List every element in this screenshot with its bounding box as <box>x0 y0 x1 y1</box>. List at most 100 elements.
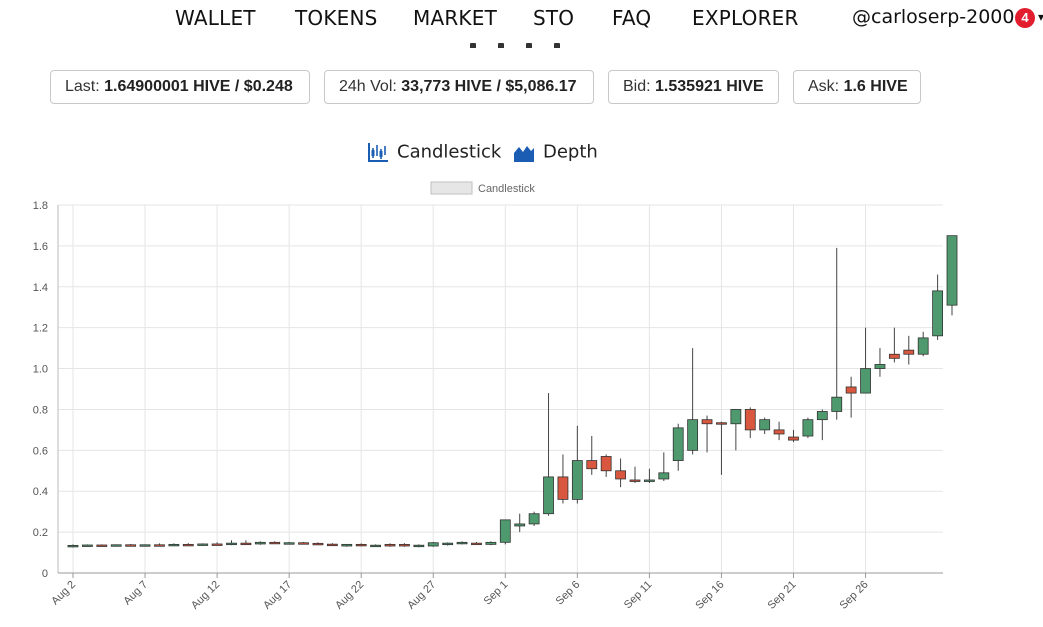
candle-body <box>442 542 454 546</box>
candle[interactable] <box>67 544 79 548</box>
candle[interactable] <box>946 235 958 316</box>
candle[interactable] <box>312 542 324 546</box>
candle[interactable] <box>629 466 641 484</box>
candle[interactable] <box>154 543 165 547</box>
candle[interactable] <box>687 348 699 455</box>
candle[interactable] <box>341 543 353 547</box>
candle[interactable] <box>96 544 108 547</box>
candle[interactable] <box>543 393 554 516</box>
candle[interactable] <box>254 541 266 545</box>
candle[interactable] <box>471 541 482 546</box>
candlestick-mode-button[interactable]: Candlestick <box>367 141 501 167</box>
candle[interactable] <box>903 335 915 365</box>
candle-body <box>658 472 670 480</box>
candle[interactable] <box>139 544 151 547</box>
candle[interactable] <box>82 544 93 547</box>
candle[interactable] <box>110 544 122 547</box>
candle[interactable] <box>413 544 425 548</box>
candle[interactable] <box>182 543 194 547</box>
nav-faq[interactable]: FAQ <box>612 6 652 30</box>
user-account-link[interactable]: @carloserp-2000 <box>852 6 1015 28</box>
y-tick-label: 0.6 <box>33 445 48 457</box>
candlestick-chart: 0 0.2 0.4 0.6 0.8 1.0 1.2 1.4 1.6 1.8 Aug 2 Aug 7 Au… <box>33 181 958 612</box>
candle[interactable] <box>802 417 814 439</box>
candle-body <box>629 479 641 482</box>
chevron-down-icon[interactable]: ▾ <box>1038 10 1043 24</box>
candle[interactable] <box>499 519 511 545</box>
candle-body <box>845 386 857 394</box>
candle[interactable] <box>168 543 180 547</box>
candle[interactable] <box>788 429 799 443</box>
candle[interactable] <box>399 543 410 547</box>
candle-body <box>672 427 684 461</box>
candle[interactable] <box>615 458 626 488</box>
candle[interactable] <box>370 544 382 548</box>
candle[interactable] <box>355 543 367 547</box>
candle[interactable] <box>197 543 209 546</box>
candle[interactable] <box>571 425 583 504</box>
nav-tokens[interactable]: TOKENS <box>295 6 378 30</box>
candle[interactable] <box>831 247 843 420</box>
stat-bid-label: Bid: <box>623 78 651 95</box>
candle-body <box>802 419 814 437</box>
nav-sto[interactable]: STO <box>533 6 575 30</box>
candle[interactable] <box>600 454 612 477</box>
candle[interactable] <box>816 409 828 441</box>
candle[interactable] <box>744 407 756 439</box>
candle[interactable] <box>932 274 943 340</box>
nav-wallet[interactable]: WALLET <box>175 6 256 30</box>
notification-badge[interactable]: 4 <box>1015 8 1035 28</box>
candle[interactable] <box>384 543 396 547</box>
candle[interactable] <box>298 541 309 545</box>
nav-explorer[interactable]: EXPLORER <box>692 6 799 30</box>
candle[interactable] <box>456 541 468 545</box>
depth-mode-label: Depth <box>543 141 598 163</box>
candle[interactable] <box>730 409 742 451</box>
candle[interactable] <box>658 452 670 481</box>
candle[interactable] <box>485 541 497 546</box>
candle[interactable] <box>326 543 338 547</box>
candle[interactable] <box>845 376 857 418</box>
x-tick-label: Sep 26 <box>838 579 871 612</box>
candle[interactable] <box>672 423 684 471</box>
candle[interactable] <box>716 421 727 475</box>
candle-body <box>528 513 540 525</box>
candle[interactable] <box>874 348 886 377</box>
candle[interactable] <box>557 454 569 504</box>
candle[interactable] <box>888 327 900 363</box>
candle-body <box>831 396 843 412</box>
candle[interactable] <box>701 415 713 453</box>
candle-body <box>471 542 482 546</box>
candle-body <box>154 544 165 547</box>
candle-body <box>226 542 237 546</box>
candle[interactable] <box>514 513 526 533</box>
candle-body <box>485 541 497 545</box>
candle-body <box>139 544 151 547</box>
candle[interactable] <box>586 436 598 475</box>
candle[interactable] <box>269 541 281 545</box>
chart-legend[interactable]: Candlestick <box>430 181 535 195</box>
candle[interactable] <box>240 540 252 546</box>
stat-ask: Ask: 1.6 HIVE <box>793 70 921 104</box>
depth-mode-button[interactable]: Depth <box>513 141 598 167</box>
candle[interactable] <box>125 543 137 547</box>
candle[interactable] <box>226 540 237 546</box>
candle[interactable] <box>283 541 295 545</box>
candle-body <box>917 337 929 355</box>
candle[interactable] <box>427 541 439 547</box>
candle[interactable] <box>211 542 223 546</box>
candle[interactable] <box>759 417 771 434</box>
candle-body <box>586 460 598 470</box>
nav-market[interactable]: MARKET <box>413 6 498 30</box>
candle[interactable] <box>644 468 655 484</box>
candle[interactable] <box>773 421 785 441</box>
candle-body <box>874 364 886 369</box>
candle-body <box>240 542 252 546</box>
candle[interactable] <box>442 542 454 546</box>
candle[interactable] <box>528 511 540 526</box>
candle[interactable] <box>917 331 929 357</box>
candle-body <box>254 541 266 545</box>
stat-last-value: 1.64900001 HIVE / $0.248 <box>104 78 293 95</box>
candle[interactable] <box>860 327 871 394</box>
x-tick-label: Aug 27 <box>405 579 438 612</box>
